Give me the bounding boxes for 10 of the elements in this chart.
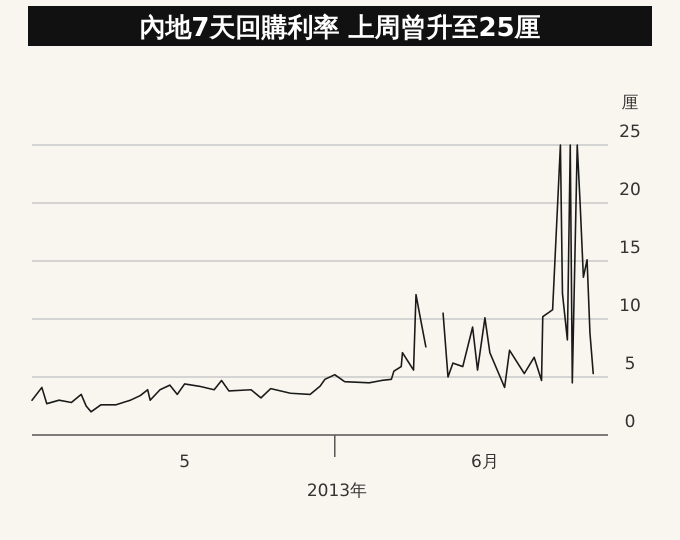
y-tick-label: 0: [624, 412, 636, 432]
y-tick-label: 20: [619, 180, 641, 200]
x-tick-label: 6月: [471, 452, 499, 472]
y-tick-label: 15: [619, 238, 641, 258]
x-axis-title: 2013年: [306, 481, 368, 501]
y-tick-label: 25: [619, 122, 641, 142]
chart-title: 內地7天回購利率 上周曾升至25厘: [139, 13, 541, 43]
y-axis-title: 厘: [622, 93, 638, 113]
y-tick-label: 5: [624, 354, 636, 374]
y-tick-label: 10: [619, 296, 641, 316]
